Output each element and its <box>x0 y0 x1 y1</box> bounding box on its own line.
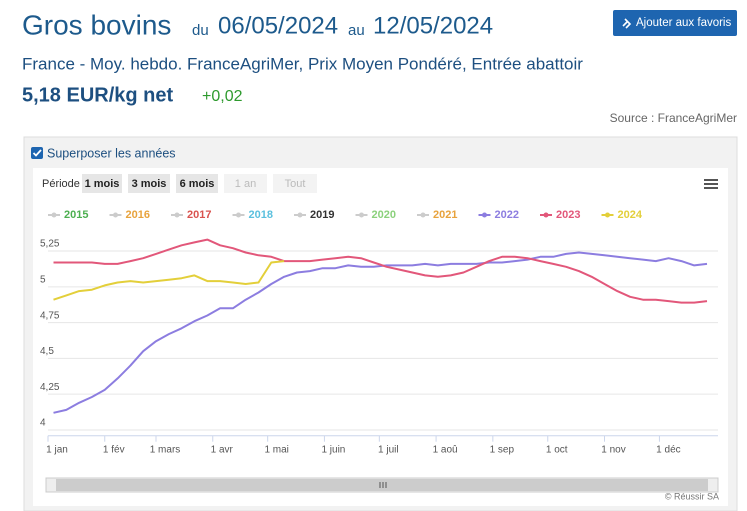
period-button[interactable] <box>128 174 170 193</box>
series-line <box>53 238 708 304</box>
x-tick-label: 1 oct <box>546 445 568 456</box>
subtitle: France - Moy. hebdo. FranceAgriMer, Prix… <box>22 54 583 73</box>
period-button-label[interactable]: Tout <box>285 178 306 190</box>
menu-icon[interactable] <box>704 179 718 189</box>
title: Gros bovins <box>22 9 171 40</box>
period-button[interactable] <box>176 174 218 193</box>
y-tick-label: 4 <box>40 418 46 429</box>
legend-label[interactable]: 2024 <box>618 209 643 221</box>
series-line <box>53 260 285 301</box>
to-date: 12/05/2024 <box>373 12 493 39</box>
legend-dot <box>482 212 487 218</box>
legend-label[interactable]: 2015 <box>64 209 88 221</box>
legend-dot <box>113 212 118 218</box>
legend-dot <box>297 212 303 218</box>
scroll-grip <box>379 482 387 488</box>
menu-bar[interactable] <box>704 179 718 181</box>
legend-dot <box>420 212 426 218</box>
favorite-button[interactable]: Ajouter aux favoris <box>613 10 737 36</box>
x-tick-label: 1 juin <box>321 445 345 456</box>
period-button[interactable] <box>273 174 317 193</box>
price-change: +0,02 <box>202 88 243 105</box>
chart-area <box>33 168 728 506</box>
x-tick-label: 1 déc <box>656 445 680 456</box>
legend-label[interactable]: 2021 <box>433 209 457 221</box>
x-tick-label: 1 aoû <box>433 445 458 456</box>
period-button-label[interactable]: 1 mois <box>85 178 120 190</box>
legend-dot <box>51 212 57 218</box>
checkbox[interactable] <box>31 147 43 159</box>
period-button-label[interactable]: 6 mois <box>180 178 215 190</box>
series-line <box>53 251 708 414</box>
pin-icon[interactable] <box>622 18 632 29</box>
from-date: 06/05/2024 <box>218 12 338 39</box>
y-tick-label: 4,25 <box>40 382 60 393</box>
x-tick-label: 1 sep <box>490 445 515 456</box>
credit: © Réussir SA <box>665 491 719 501</box>
y-tick-label: 5 <box>40 274 46 285</box>
legend-dot <box>605 212 610 218</box>
menu-bar[interactable] <box>704 187 718 189</box>
from-word: du <box>192 22 209 39</box>
legend-dot <box>359 212 364 218</box>
plot: 1 mois 3 mois 6 mois 1 an Tout 4 4,25 4,5 4,75 5 5… <box>40 174 718 456</box>
source: Source : FranceAgriMer <box>610 111 737 125</box>
x-tick-label: 1 nov <box>601 445 625 456</box>
x-tick-label: 1 avr <box>211 445 234 456</box>
period-button[interactable] <box>82 174 122 193</box>
x-tick-label: 1 juil <box>378 445 399 456</box>
period-button-label[interactable]: 3 mois <box>132 178 167 190</box>
legend-label[interactable]: 2019 <box>310 209 334 221</box>
checkmark[interactable] <box>32 149 42 157</box>
menu-bar[interactable] <box>704 183 718 185</box>
legend-dot <box>236 212 241 218</box>
button-bg[interactable] <box>613 10 737 36</box>
legend-label[interactable]: 2022 <box>495 209 519 221</box>
y-tick-label: 4,5 <box>40 346 54 357</box>
period-button[interactable] <box>224 174 267 193</box>
to-word: au <box>348 22 365 39</box>
overlay-label[interactable]: Superposer les années <box>47 146 176 160</box>
y-tick-label: 5,25 <box>40 239 60 250</box>
price: 5,18 EUR/kg net <box>22 84 174 106</box>
x-tick-label: 1 fév <box>103 445 125 456</box>
x-tick-label: 1 jan <box>46 445 68 456</box>
button-label[interactable]: Ajouter aux favoris <box>636 17 731 29</box>
legend-label[interactable]: 2016 <box>126 209 150 221</box>
y-tick-label: 4,75 <box>40 310 60 321</box>
period-button-label[interactable]: 1 an <box>235 178 256 190</box>
legend-label[interactable]: 2023 <box>556 209 580 221</box>
legend-label[interactable]: 2020 <box>372 209 396 221</box>
period-label: Période <box>42 178 80 190</box>
legend-dot <box>174 212 180 218</box>
x-tick-label: 1 mai <box>264 445 288 456</box>
legend-dot <box>543 212 549 218</box>
legend-label[interactable]: 2017 <box>187 209 211 221</box>
scrollbar-thumb[interactable] <box>56 479 708 491</box>
legend-label[interactable]: 2018 <box>249 209 273 221</box>
x-tick-label: 1 mars <box>150 445 181 456</box>
